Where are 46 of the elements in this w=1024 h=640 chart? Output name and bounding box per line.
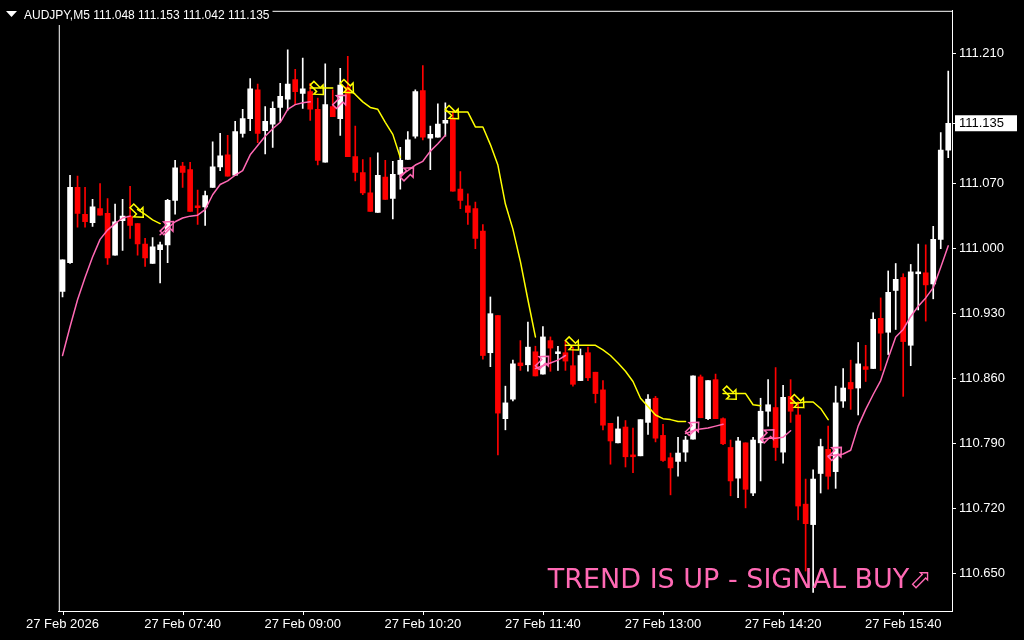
point <box>722 385 737 400</box>
point <box>564 336 580 351</box>
y-tick-label: 110.930 <box>959 305 1006 321</box>
candlestick <box>862 344 869 382</box>
chart-title: AUDJPY,M5 111.048 111.153 111.042 111.135 <box>24 8 270 23</box>
point <box>789 393 805 409</box>
point <box>159 220 175 236</box>
y-tick-label: 110.650 <box>959 565 1006 581</box>
y-tick-label: 110.790 <box>959 435 1006 451</box>
point <box>444 104 460 120</box>
x-tick-label: 27 Feb 14:20 <box>744 616 822 632</box>
candlestick <box>765 379 771 427</box>
point <box>827 446 843 462</box>
candlestick <box>157 241 163 284</box>
point <box>759 428 775 444</box>
y-tick-label: 110.720 <box>959 500 1006 516</box>
y-tick-label: 110.860 <box>959 370 1006 386</box>
y-tick-label: 111.210 <box>959 45 1005 61</box>
candlestick <box>555 345 561 371</box>
x-tick-label: 27 Feb 09:00 <box>264 616 342 632</box>
candlestick <box>127 186 133 239</box>
x-tick-label: 27 Feb 2026 <box>26 616 100 632</box>
point <box>129 203 144 218</box>
point <box>399 166 415 182</box>
y-tick-label: 111.135 <box>959 114 1005 130</box>
candlestick <box>299 57 306 109</box>
point <box>309 80 325 96</box>
candlestick <box>877 297 884 371</box>
candlestick <box>922 244 929 322</box>
point <box>332 94 347 110</box>
point <box>339 78 355 94</box>
x-tick-label: 27 Feb 10:20 <box>384 616 462 632</box>
candlestick <box>675 436 681 477</box>
point <box>684 421 700 437</box>
candlestick <box>82 187 88 228</box>
candlestick <box>97 183 103 216</box>
x-tick-label: 27 Feb 13:00 <box>624 616 702 632</box>
candlestick <box>262 106 269 155</box>
x-tick-label: 27 Feb 07:40 <box>144 616 221 632</box>
x-tick-label: 27 Feb 15:40 <box>864 616 942 632</box>
candlestick <box>892 263 899 330</box>
y-tick-label: 111.000 <box>959 240 1005 256</box>
x-tick-label: 27 Feb 11:40 <box>505 616 581 632</box>
candlestick <box>465 193 471 225</box>
point <box>534 355 550 371</box>
y-tick-label: 111.070 <box>959 175 1005 191</box>
